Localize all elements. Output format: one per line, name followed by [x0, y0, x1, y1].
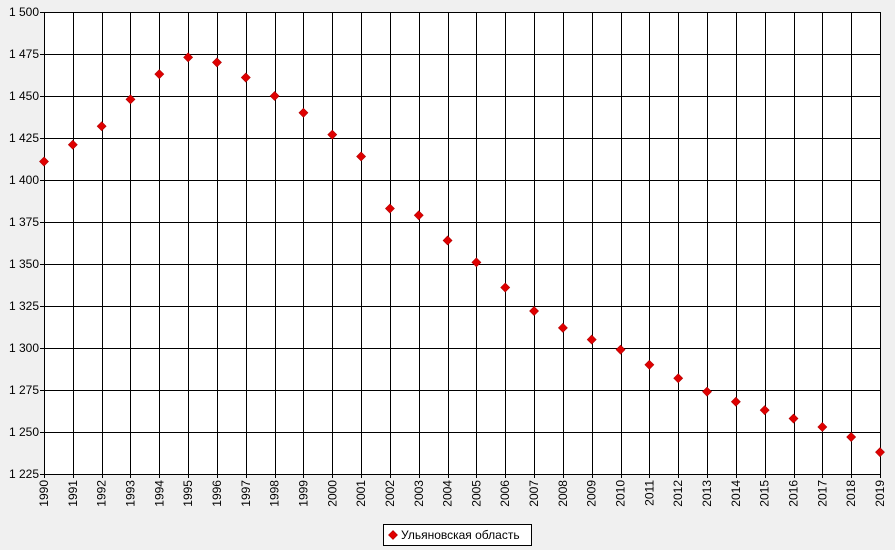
- data-point-diamond: [644, 359, 655, 370]
- data-point-diamond: [702, 386, 712, 397]
- data-point-diamond: [212, 57, 222, 68]
- x-tick-label: 2002: [383, 480, 397, 507]
- legend-marker-diamond: [388, 530, 398, 540]
- data-point-diamond: [385, 203, 395, 214]
- data-point-diamond: [125, 94, 136, 105]
- x-tick-label: 2005: [469, 480, 483, 507]
- data-point-diamond: [586, 334, 597, 345]
- data-point-diamond: [557, 322, 568, 333]
- y-tick-label: 1 425: [9, 131, 39, 145]
- y-tick-label: 1 375: [9, 215, 39, 229]
- x-tick-label: 1991: [66, 480, 80, 507]
- data-point-diamond: [442, 235, 453, 246]
- data-point-diamond: [759, 405, 770, 416]
- data-point-diamond: [298, 107, 309, 118]
- data-point-diamond: [356, 151, 367, 162]
- x-tick-label: 2017: [815, 480, 829, 507]
- data-point-diamond: [673, 373, 684, 384]
- x-tick-label: 2012: [671, 480, 685, 507]
- x-tick-label: 2009: [585, 480, 599, 507]
- x-tick-label: 2019: [873, 480, 887, 507]
- x-tick-label: 1999: [296, 480, 310, 507]
- x-tick-label: 1996: [210, 480, 224, 507]
- data-point-diamond: [39, 156, 49, 167]
- data-point-diamond: [269, 91, 280, 101]
- data-markers: [39, 52, 885, 458]
- data-point-diamond: [875, 447, 885, 458]
- x-tick-label: 1997: [239, 480, 253, 507]
- y-axis-ticks: 1 225 1 250 1 275 1 300 1 325 1 350 1 375 1 400…: [9, 5, 44, 481]
- data-point-diamond: [67, 139, 78, 150]
- legend: Ульяновская область: [383, 524, 532, 546]
- data-point-diamond: [788, 413, 799, 424]
- x-tick-label: 2006: [498, 480, 512, 507]
- plot-area: [44, 12, 880, 474]
- x-tick-label: 1990: [37, 480, 51, 507]
- plot-background: [44, 12, 880, 474]
- x-tick-label: 1995: [181, 480, 195, 507]
- plot-border: [44, 12, 881, 475]
- x-tick-label: 2018: [844, 480, 858, 507]
- data-point-diamond: [240, 72, 251, 83]
- x-tick-label: 2010: [614, 480, 628, 507]
- data-point-diamond: [327, 129, 338, 140]
- x-tick-label: 1998: [268, 480, 282, 507]
- legend-box: [383, 524, 532, 546]
- x-tick-label: 2007: [527, 480, 541, 507]
- x-tick-label: 2015: [758, 480, 772, 507]
- x-tick-label: 2011: [642, 480, 656, 506]
- data-point-diamond: [615, 344, 626, 355]
- x-tick-label: 2016: [787, 480, 801, 507]
- data-point-diamond: [154, 69, 165, 80]
- x-tick-label: 2013: [700, 480, 714, 507]
- y-tick-label: 1 400: [9, 173, 39, 187]
- x-tick-label: 2008: [556, 480, 570, 507]
- x-tick-label: 1993: [123, 480, 137, 507]
- y-tick-label: 1 300: [9, 341, 39, 355]
- data-point-diamond: [183, 52, 194, 63]
- x-tick-label: 2001: [354, 480, 368, 507]
- data-point-diamond: [471, 257, 482, 268]
- x-tick-label: 1992: [95, 480, 109, 507]
- data-point-diamond: [500, 282, 511, 293]
- x-tick-label: 1994: [152, 480, 166, 507]
- data-point-diamond: [730, 396, 741, 407]
- x-tick-label: 2000: [325, 480, 339, 507]
- y-tick-label: 1 275: [9, 383, 39, 397]
- data-point-diamond: [96, 121, 107, 132]
- x-tick-label: 2004: [441, 480, 455, 507]
- y-tick-label: 1 250: [9, 425, 39, 439]
- gridlines: [44, 12, 881, 475]
- y-tick-label: 1 350: [9, 257, 39, 271]
- y-tick-label: 1 225: [9, 467, 39, 481]
- data-point-diamond: [846, 432, 857, 442]
- x-tick-label: 2014: [729, 480, 743, 507]
- x-tick-label: 2003: [412, 480, 426, 507]
- data-point-diamond: [529, 306, 539, 316]
- y-tick-label: 1 475: [9, 47, 39, 61]
- data-point-diamond: [817, 422, 828, 432]
- data-point-diamond: [413, 210, 424, 221]
- x-axis-ticks: 1990 1991 1992 1993 1994 1995 1996 1997 1998 1999…: [37, 474, 887, 507]
- y-tick-label: 1 325: [9, 299, 39, 313]
- y-tick-label: 1 450: [9, 89, 39, 103]
- legend-label: Ульяновская область: [401, 528, 520, 542]
- y-tick-label: 1 500: [9, 5, 39, 19]
